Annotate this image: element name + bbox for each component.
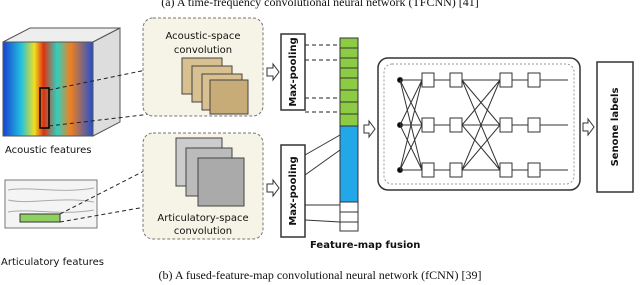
acoustic-conv-label: convolution bbox=[174, 45, 232, 56]
top-caption: (a) A time-frequency convolutional neura… bbox=[161, 0, 479, 9]
articulatory-filters bbox=[175, 137, 245, 207]
acoustic-filters bbox=[181, 57, 249, 115]
dnn-graph bbox=[397, 72, 568, 178]
max-pool-label: Max-pooling bbox=[288, 37, 299, 106]
articulatory-box bbox=[4, 179, 98, 229]
caption: (b) A fused-feature-map convolutional ne… bbox=[159, 268, 482, 282]
senone-box bbox=[596, 61, 634, 193]
acoustic-features-label: Acoustic features bbox=[5, 145, 92, 156]
dnn-inner bbox=[383, 63, 575, 185]
articulatory-conv-label: convolution bbox=[174, 226, 232, 237]
max-pool-box bbox=[280, 144, 306, 238]
dnn-box bbox=[377, 57, 581, 191]
senone-label: Senone labels bbox=[610, 88, 621, 167]
max-pool-label: Max-pooling bbox=[288, 156, 299, 225]
max-pool-box bbox=[280, 33, 306, 111]
fusion-column bbox=[339, 37, 359, 232]
block-arrows bbox=[266, 62, 595, 198]
pool-links bbox=[304, 134, 341, 223]
acoustic-conv-label: Acoustic-space bbox=[166, 31, 241, 42]
articulatory-conv-label: Articulatory-space bbox=[157, 213, 248, 224]
articulatory-features-label: Articulatory features bbox=[1, 257, 104, 268]
acoustic-cube bbox=[2, 27, 121, 137]
fusion-label: Feature-map fusion bbox=[310, 240, 420, 251]
